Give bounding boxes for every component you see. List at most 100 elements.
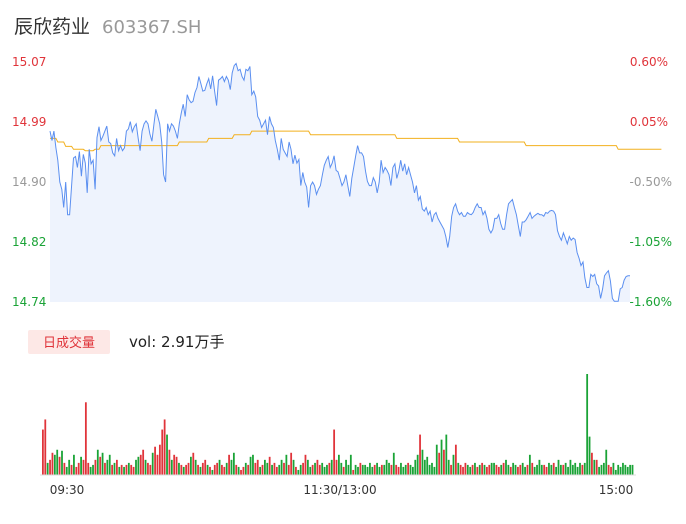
volume-bar [428, 464, 431, 475]
volume-bar [58, 456, 61, 475]
volume-bar [409, 464, 412, 475]
volume-bar [548, 462, 550, 475]
volume-bar [330, 459, 333, 475]
volume-bar [519, 464, 522, 475]
volume-bar [211, 469, 214, 475]
volume-bar [108, 454, 111, 475]
volume-bar [237, 466, 240, 475]
volume-bar [371, 466, 374, 475]
volume-bar [209, 466, 211, 475]
volume-bar [392, 452, 395, 475]
volume-bar [536, 464, 538, 475]
volume-bar [493, 462, 495, 475]
volume-bar [163, 419, 166, 475]
volume-bar [70, 464, 73, 475]
volume-bar [273, 462, 276, 475]
volume-bar [318, 464, 321, 475]
volume-bar [73, 454, 75, 475]
volume-bar [44, 419, 47, 475]
volume-bar [474, 462, 476, 475]
volume-bar [283, 462, 285, 475]
y-right-tick-2: -0.50% [630, 175, 672, 189]
price-area [50, 63, 630, 302]
volume-bar [555, 466, 558, 475]
volume-bar [51, 452, 54, 475]
x-tick-midday: 11:30/13:00 [303, 483, 376, 497]
volume-bar [605, 449, 608, 475]
volume-bar [361, 464, 364, 475]
volume-bar [400, 462, 402, 475]
volume-bar [271, 464, 273, 475]
volume-bar [471, 464, 474, 475]
volume-bar [545, 466, 548, 475]
y-left-tick-4: 14.74 [12, 295, 46, 309]
volume-bar [53, 454, 56, 475]
volume-bar [443, 449, 445, 475]
volume-bar [297, 469, 300, 475]
volume-bar [426, 456, 429, 475]
volume-badge: 日成交量 [43, 335, 95, 351]
volume-bar [326, 464, 328, 475]
volume-bar [369, 462, 371, 475]
volume-bar [123, 466, 125, 475]
volume-bar [244, 462, 247, 475]
volume-bar [626, 466, 629, 475]
volume-bar [622, 462, 624, 475]
volume-bar [450, 464, 452, 475]
volume-bar [156, 454, 159, 475]
volume-bar [182, 466, 185, 475]
volume-bar [454, 444, 457, 475]
volume-bar [483, 464, 486, 475]
volume-bar [488, 464, 491, 475]
volume-bar [290, 452, 293, 475]
volume-bar [223, 466, 226, 475]
y-axis-left: 15.07 14.99 14.90 14.82 14.74 [12, 55, 46, 309]
volume-bar [486, 466, 488, 475]
volume-bar [89, 466, 92, 475]
volume-bar [292, 459, 295, 475]
volume-bar [218, 459, 221, 475]
volume-bar [457, 462, 460, 475]
volume-bar [197, 464, 199, 475]
volume-bar [118, 466, 121, 475]
volume-bar [395, 464, 398, 475]
volume-bar [412, 466, 414, 475]
volume-bar [111, 464, 114, 475]
volume-bar [440, 439, 443, 475]
volume-bar [240, 469, 242, 475]
volume-bar [254, 462, 257, 475]
volume-bar [490, 462, 493, 475]
volume-bar [505, 459, 507, 475]
volume-bar [304, 454, 307, 475]
volume-bar [610, 466, 612, 475]
volume-bar [512, 462, 515, 475]
volume-bar [347, 464, 350, 475]
volume-bar [84, 402, 87, 475]
volume-bar [194, 459, 197, 475]
volume-bar [481, 462, 484, 475]
volume-bar [376, 462, 378, 475]
volume-bar [595, 459, 598, 475]
volume-bar [419, 434, 421, 475]
volume-bar [259, 466, 262, 475]
volume-bar [560, 464, 562, 475]
volume-bar [385, 459, 388, 475]
volume-bar [190, 456, 192, 475]
volume-bar [380, 464, 383, 475]
volume-bar [617, 464, 620, 475]
volume-bar [359, 462, 362, 475]
volume-bar [593, 459, 596, 475]
volume-bar [588, 436, 591, 475]
volume-bar [390, 464, 393, 475]
volume-bar [139, 454, 142, 475]
volume-bar [335, 459, 338, 475]
volume-bar [144, 459, 147, 475]
volume-bar [213, 464, 216, 475]
volume-bar [242, 466, 245, 475]
volume-bar [295, 466, 297, 475]
volume-bar [204, 459, 207, 475]
volume-bar [306, 459, 309, 475]
volume-bar [261, 464, 264, 475]
y-right-tick-3: -1.05% [630, 235, 672, 249]
volume-legend: 日成交量 vol: 2.91万手 [28, 330, 224, 354]
